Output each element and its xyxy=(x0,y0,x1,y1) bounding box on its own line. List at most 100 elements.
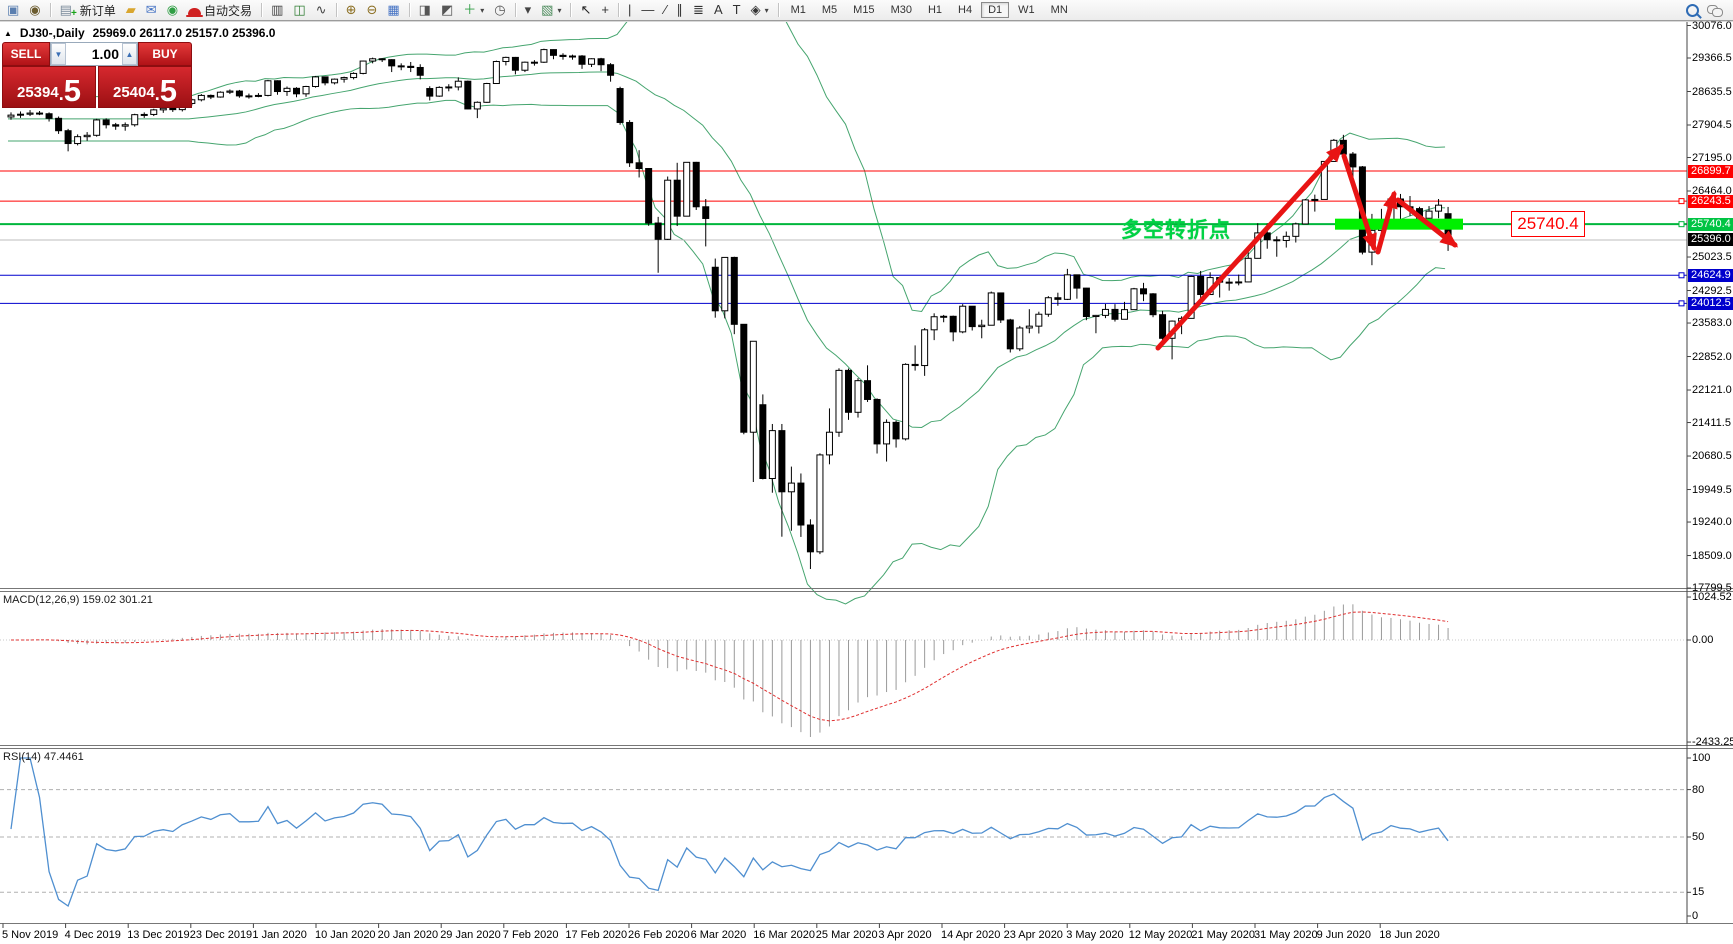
timeframe-h4[interactable]: H4 xyxy=(958,4,973,16)
timeframe-m1[interactable]: M1 xyxy=(790,4,806,16)
price-badge-25740.4[interactable]: 25740.4 xyxy=(1688,217,1733,231)
candle-body xyxy=(36,112,44,115)
tile-windows-icon[interactable]: ▦ xyxy=(382,0,404,20)
date-axis-label[interactable]: 17 Feb 2020 xyxy=(565,929,628,941)
signal-icon[interactable]: ◉ xyxy=(162,0,183,20)
candle-body xyxy=(331,78,339,84)
label-tool[interactable]: T xyxy=(728,0,746,20)
date-axis-label[interactable]: 21 May 2020 xyxy=(1191,929,1255,941)
date-axis-label[interactable]: 7 Feb 2020 xyxy=(502,929,559,941)
candle-body xyxy=(1235,281,1243,284)
candle-body xyxy=(1140,288,1148,295)
zoom-in-icon[interactable]: ⊕ xyxy=(341,0,362,20)
timeframe-m30[interactable]: M30 xyxy=(890,4,912,16)
chart-template-icon[interactable]: ▧ ▾ xyxy=(536,0,566,20)
chart-shift-icon[interactable]: ◩ xyxy=(436,0,458,20)
lot-increase-button[interactable]: ▲ xyxy=(122,43,137,65)
price-tick-label: 19240.0 xyxy=(1692,516,1732,529)
date-axis-label[interactable]: 6 Mar 2020 xyxy=(690,929,747,941)
candle-body xyxy=(987,292,995,326)
cursor-icon[interactable]: ↖ xyxy=(575,0,596,20)
candle-body xyxy=(26,112,34,115)
autotrading-button[interactable]: 自动交易 xyxy=(183,0,257,20)
candle-body xyxy=(1054,297,1062,300)
tile-windows-icon-glyph: ▦ xyxy=(387,2,400,17)
timeframe-d1[interactable]: D1 xyxy=(981,2,1010,18)
candle-body xyxy=(664,179,672,240)
plus-overlay-icon: + xyxy=(70,7,77,19)
trend-arrow xyxy=(1155,144,1344,351)
dropdown-caret[interactable]: ▾ xyxy=(520,0,537,20)
price-badge-26899.7[interactable]: 26899.7 xyxy=(1688,164,1733,178)
bid-price-box[interactable]: 25394 . 5 xyxy=(2,66,96,108)
line-mode-icon[interactable]: ∿ xyxy=(311,0,332,20)
vertical-line-tool[interactable]: | xyxy=(623,0,636,20)
date-axis-label[interactable]: 16 Mar 2020 xyxy=(753,929,815,941)
ask-price-box[interactable]: 25404 . 5 xyxy=(98,66,192,108)
timeframe-h1[interactable]: H1 xyxy=(927,4,943,16)
chart-window-icon[interactable]: ▣ xyxy=(2,0,24,20)
mail-icon[interactable]: ✉ xyxy=(141,0,162,20)
timeframe-w1[interactable]: W1 xyxy=(1018,4,1035,16)
lot-decrease-button[interactable]: ▼ xyxy=(51,43,66,65)
buy-button[interactable]: BUY xyxy=(138,42,192,66)
chat-icon[interactable] xyxy=(1707,4,1723,17)
timeframe-mn[interactable]: MN xyxy=(1050,4,1068,16)
text-tool[interactable]: A xyxy=(709,0,728,20)
date-axis-label[interactable]: 14 Apr 2020 xyxy=(941,929,1001,941)
channel-tool[interactable]: ∥ xyxy=(672,0,689,20)
timeframe-m5[interactable]: M5 xyxy=(821,4,838,16)
zoom-out-icon[interactable]: ⊖ xyxy=(361,0,382,20)
price-badge-24624.9[interactable]: 24624.9 xyxy=(1688,268,1733,282)
fibonacci-tool[interactable]: ≣ xyxy=(688,0,709,20)
price-callout-box[interactable]: 25740.4 xyxy=(1511,211,1585,237)
price-badge-25396.0[interactable]: 25396.0 xyxy=(1688,233,1733,247)
timeframe-m15[interactable]: M15 xyxy=(853,4,875,16)
market-watch-icon[interactable]: ◉ xyxy=(24,0,45,20)
date-axis-label[interactable]: 9 Jun 2020 xyxy=(1316,929,1372,941)
crosshair-icon[interactable]: + xyxy=(596,0,614,20)
date-axis-label[interactable]: 25 Mar 2020 xyxy=(815,929,878,941)
date-axis-label[interactable]: 23 Apr 2020 xyxy=(1003,929,1063,941)
candles-mode-icon[interactable]: ◫ xyxy=(288,0,310,20)
date-axis-label[interactable]: 5 Nov 2019 xyxy=(2,929,59,941)
date-axis-label[interactable]: 26 Feb 2020 xyxy=(628,929,690,941)
shapes-tool[interactable]: ◈ ▾ xyxy=(746,0,774,20)
date-axis-label[interactable]: 29 Jan 2020 xyxy=(440,929,501,941)
candle-body xyxy=(1025,325,1033,329)
toolbar-right xyxy=(1686,3,1731,17)
candle-body xyxy=(340,77,348,80)
search-icon[interactable] xyxy=(1686,3,1699,17)
add-indicator-button[interactable]: ＋ ▾ xyxy=(458,0,489,20)
date-axis-label[interactable]: 18 Jun 2020 xyxy=(1379,929,1440,941)
date-axis-label[interactable]: 23 Dec 2019 xyxy=(189,929,253,941)
date-axis-label[interactable]: 20 Jan 2020 xyxy=(377,929,439,941)
date-axis-label[interactable]: 10 Jan 2020 xyxy=(315,929,376,941)
candle-body xyxy=(540,49,548,63)
turning-point-annotation[interactable]: 多空转折点 xyxy=(1121,219,1231,242)
date-axis-label[interactable]: 31 May 2020 xyxy=(1254,929,1318,941)
date-axis-label[interactable]: 4 Dec 2019 xyxy=(64,929,121,941)
lot-size-input[interactable] xyxy=(66,43,122,65)
trendline-tool[interactable]: ∕ xyxy=(659,0,671,20)
sell-button[interactable]: SELL xyxy=(2,42,50,66)
clock-icon[interactable]: ◷ xyxy=(489,0,510,20)
price-badge-26243.5[interactable]: 26243.5 xyxy=(1688,194,1733,208)
candle-body xyxy=(759,404,767,480)
toolbar-separator xyxy=(777,3,779,17)
date-axis-label[interactable]: 3 May 2020 xyxy=(1066,929,1124,941)
date-axis-label[interactable]: 3 Apr 2020 xyxy=(878,929,932,941)
new-order-button[interactable]: ▤ + 新订单 xyxy=(55,0,121,20)
bars-mode-icon[interactable]: ▥ xyxy=(266,0,288,20)
collapse-triangle-icon[interactable]: ▲ xyxy=(4,28,12,38)
price-badge-24012.5[interactable]: 24012.5 xyxy=(1688,296,1733,310)
auto-scroll-icon[interactable]: ◨ xyxy=(414,0,436,20)
horizontal-line-tool[interactable]: — xyxy=(636,0,659,20)
candle-body xyxy=(683,161,691,217)
gold-icon[interactable]: ▰ xyxy=(121,0,141,20)
date-axis-label[interactable]: 12 May 2020 xyxy=(1128,929,1193,941)
date-axis-label[interactable]: 13 Dec 2019 xyxy=(127,929,190,941)
date-axis-label[interactable]: 1 Jan 2020 xyxy=(252,929,307,941)
line-handle xyxy=(1678,221,1685,228)
